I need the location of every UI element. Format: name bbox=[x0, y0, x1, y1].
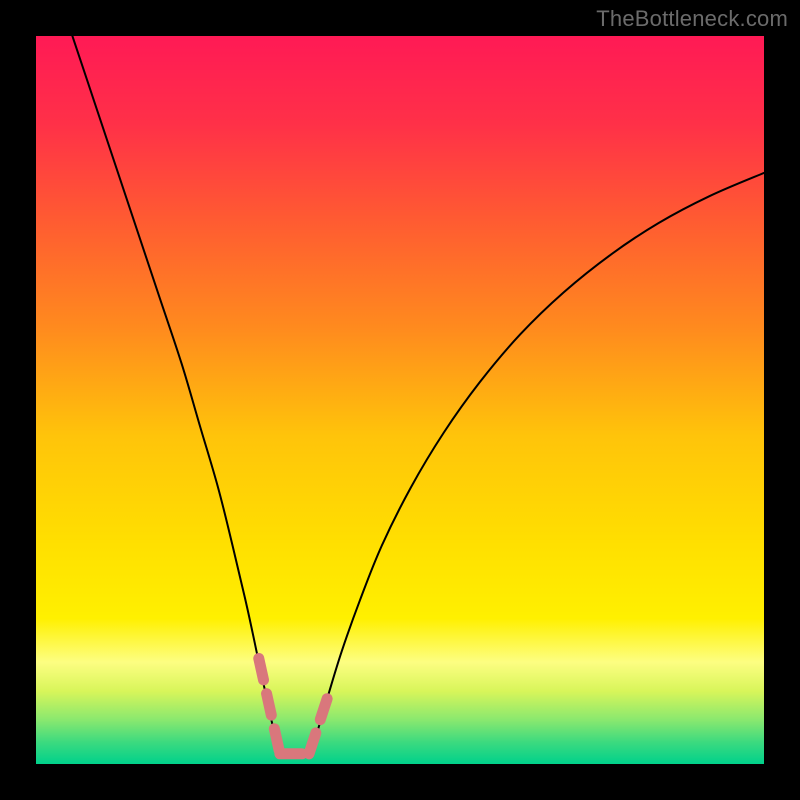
figure-root: TheBottleneck.com bbox=[0, 0, 800, 800]
bottleneck-chart bbox=[0, 0, 800, 800]
watermark-text: TheBottleneck.com bbox=[596, 6, 788, 32]
plot-background-gradient bbox=[36, 36, 764, 764]
